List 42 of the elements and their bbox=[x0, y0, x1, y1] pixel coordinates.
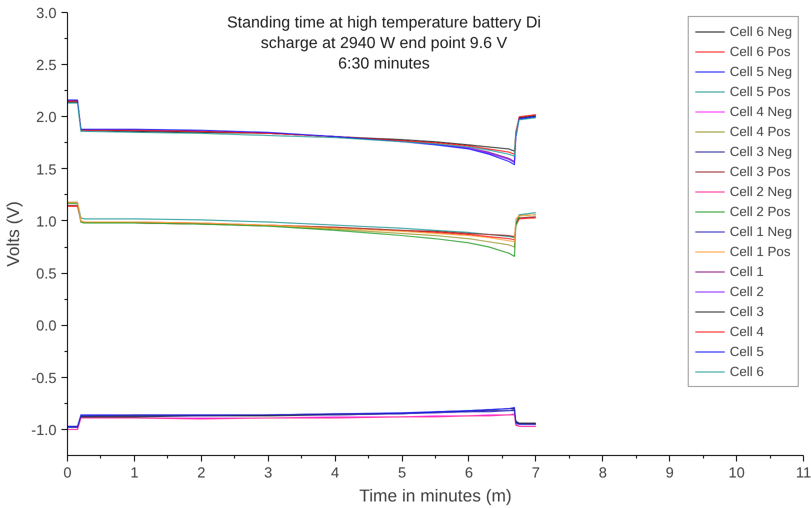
y-tick-label: 0.0 bbox=[36, 318, 56, 335]
legend-label: Cell 1 Neg bbox=[730, 223, 792, 240]
legend-label: Cell 6 Neg bbox=[730, 23, 792, 40]
x-tick-label: 8 bbox=[598, 466, 607, 482]
x-tick-label: 6 bbox=[464, 466, 474, 482]
text: Standing time at high temperature battery Di scharge at 2940 W end point 9.6 V 6:30 minutes bbox=[227, 14, 541, 73]
x-tick-label: 5 bbox=[398, 466, 406, 482]
x-tick-label: 11 bbox=[796, 466, 811, 482]
y-tick-label: 2.0 bbox=[36, 110, 56, 126]
x-tick-label: 7 bbox=[532, 466, 540, 482]
y-tick-label: 2.5 bbox=[36, 58, 56, 74]
y-axis-title: Volts (V) bbox=[3, 201, 24, 267]
legend-label: Cell 4 Neg bbox=[730, 103, 792, 120]
x-axis-title: Time in minutes (m) bbox=[359, 486, 512, 506]
x-tick-label: 9 bbox=[666, 466, 674, 482]
y-tick-label: 3.0 bbox=[36, 6, 56, 22]
y-tick-label: -0.5 bbox=[31, 370, 57, 387]
legend-label: Cell 5 Pos bbox=[730, 83, 791, 100]
legend-label: Cell 5 bbox=[730, 343, 764, 360]
x-tick-label: 3 bbox=[264, 466, 272, 482]
x-tick-label: 2 bbox=[197, 466, 206, 482]
legend-label: Cell 4 bbox=[730, 323, 764, 340]
legend-label: Cell 1 bbox=[730, 263, 764, 280]
y-tick-label: -1.0 bbox=[31, 422, 57, 439]
x-tick-label: 10 bbox=[728, 466, 745, 482]
legend-label: Cell 3 bbox=[730, 303, 764, 320]
x-tick-label: 0 bbox=[63, 466, 72, 482]
legend-label: Cell 1 Pos bbox=[730, 243, 791, 260]
legend-label: Cell 2 Neg bbox=[730, 183, 792, 200]
legend-label: Cell 3 Pos bbox=[730, 163, 791, 180]
legend-label: Cell 6 Pos bbox=[730, 43, 791, 60]
legend-label: Cell 2 bbox=[730, 283, 764, 300]
y-tick-label: 1.0 bbox=[36, 214, 56, 230]
legend-label: Cell 5 Neg bbox=[730, 63, 792, 80]
y-tick-label: 0.5 bbox=[36, 266, 56, 283]
legend-label: Cell 6 bbox=[730, 363, 764, 380]
legend-label: Cell 3 Neg bbox=[730, 143, 792, 160]
legend-label: Cell 2 Pos bbox=[730, 203, 791, 220]
x-tick-label: 1 bbox=[130, 466, 138, 482]
y-tick-label: 1.5 bbox=[36, 162, 56, 178]
x-tick-label: 4 bbox=[331, 466, 340, 482]
legend-label: Cell 4 Pos bbox=[730, 123, 791, 140]
